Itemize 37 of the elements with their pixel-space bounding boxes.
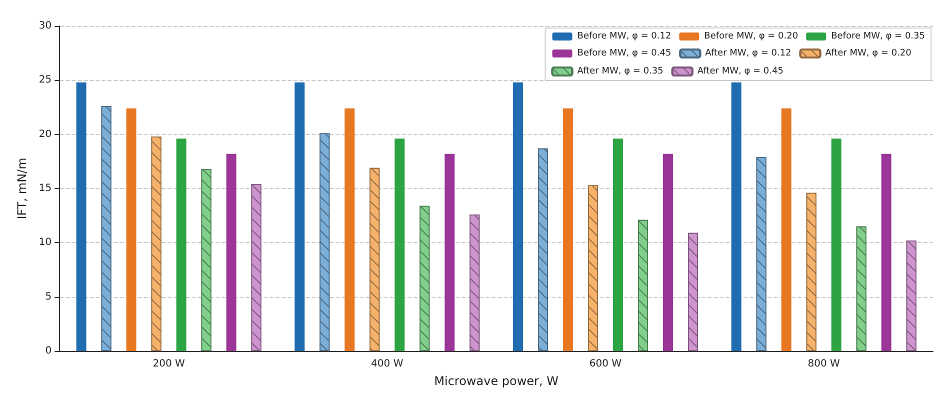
x-tick-label: 600 W [589, 358, 622, 370]
bar [881, 154, 892, 351]
bar [781, 108, 792, 351]
bar [226, 154, 236, 351]
legend-label: After MW, φ = 0.35 [577, 66, 664, 76]
y-axis-title: IFT, mN/m [15, 158, 29, 220]
y-tick-label: 20 [38, 128, 52, 140]
bar [294, 82, 305, 351]
bar [831, 138, 842, 351]
bar [444, 154, 455, 351]
bar [512, 82, 523, 351]
bar [731, 82, 742, 351]
y-tick-label: 10 [38, 237, 52, 248]
x-tick-label: 200 W [152, 358, 185, 370]
legend-label: Before MW, φ = 0.45 [577, 48, 672, 58]
x-axis-title: Microwave power, W [434, 374, 559, 388]
legend-label: After MW, φ = 0.12 [705, 48, 792, 58]
bar [76, 82, 86, 351]
legend-label: After MW, φ = 0.45 [697, 66, 784, 76]
x-tick-label: 800 W [808, 358, 840, 370]
bar [662, 154, 673, 351]
legend-label: Before MW, φ = 0.12 [577, 32, 672, 42]
y-tick-label: 30 [38, 20, 52, 32]
legend-label: After MW, φ = 0.20 [825, 48, 912, 58]
legend-label: Before MW, φ = 0.35 [831, 32, 926, 42]
legend-label: Before MW, φ = 0.20 [704, 32, 798, 42]
bar [612, 138, 623, 351]
bar [126, 108, 136, 351]
bar [176, 138, 186, 351]
y-tick-label: 25 [38, 74, 52, 86]
bar [394, 138, 405, 351]
bar [562, 108, 573, 351]
x-tick-label: 400 W [371, 358, 404, 370]
y-tick-label: 15 [38, 183, 52, 194]
y-tick-label: 0 [45, 346, 52, 356]
y-tick-label: 5 [45, 291, 52, 302]
bar [344, 108, 355, 351]
